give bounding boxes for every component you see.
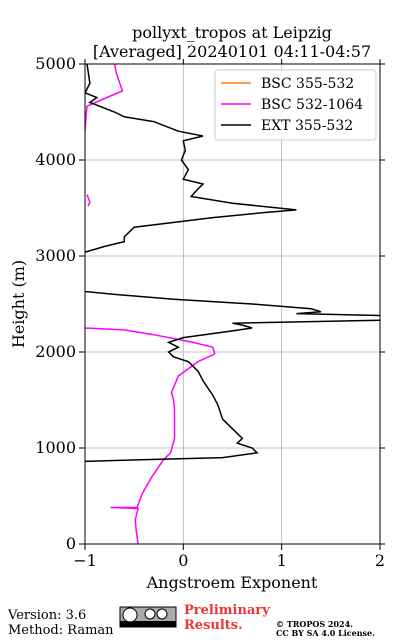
y-tick-label: 4000	[35, 150, 76, 169]
chart-title: pollyxt_tropos at Leipzig	[132, 23, 332, 42]
x-tick-label: 1	[277, 551, 287, 570]
y-tick-label: 5000	[35, 54, 76, 73]
preliminary: Preliminary	[184, 603, 270, 618]
profile-line	[85, 64, 216, 544]
legend-label: EXT 355-532	[261, 118, 353, 134]
legend-label: BSC 355-532	[261, 76, 354, 92]
copyright: CC BY SA 4.0 License.	[276, 628, 375, 638]
x-tick-label: 0	[178, 551, 188, 570]
legend-box	[214, 69, 377, 141]
x-tick-label: 2	[375, 551, 385, 570]
y-tick-label: 3000	[35, 246, 76, 265]
method: Method: Raman	[8, 623, 114, 638]
version: Version: 3.6	[7, 608, 86, 623]
legend-label: BSC 532-1064	[261, 97, 363, 113]
profile-line	[85, 64, 380, 463]
plot-lines	[85, 64, 380, 544]
x-tick-label: −1	[73, 551, 97, 570]
plot-frame	[84, 63, 381, 545]
preliminary: Results.	[184, 618, 243, 633]
y-tick-label: 1000	[35, 438, 76, 457]
copyright: © TROPOS 2024.	[276, 619, 353, 629]
y-tick-label: 2000	[35, 342, 76, 361]
chart-subtitle: [Averaged] 20240101 04:11-04:57	[93, 42, 371, 61]
y-axis-label: Height (m)	[9, 260, 28, 348]
cc-badge	[119, 606, 177, 628]
x-axis-label: Angstroem Exponent	[146, 573, 318, 592]
y-tick-label: 0	[66, 534, 76, 553]
